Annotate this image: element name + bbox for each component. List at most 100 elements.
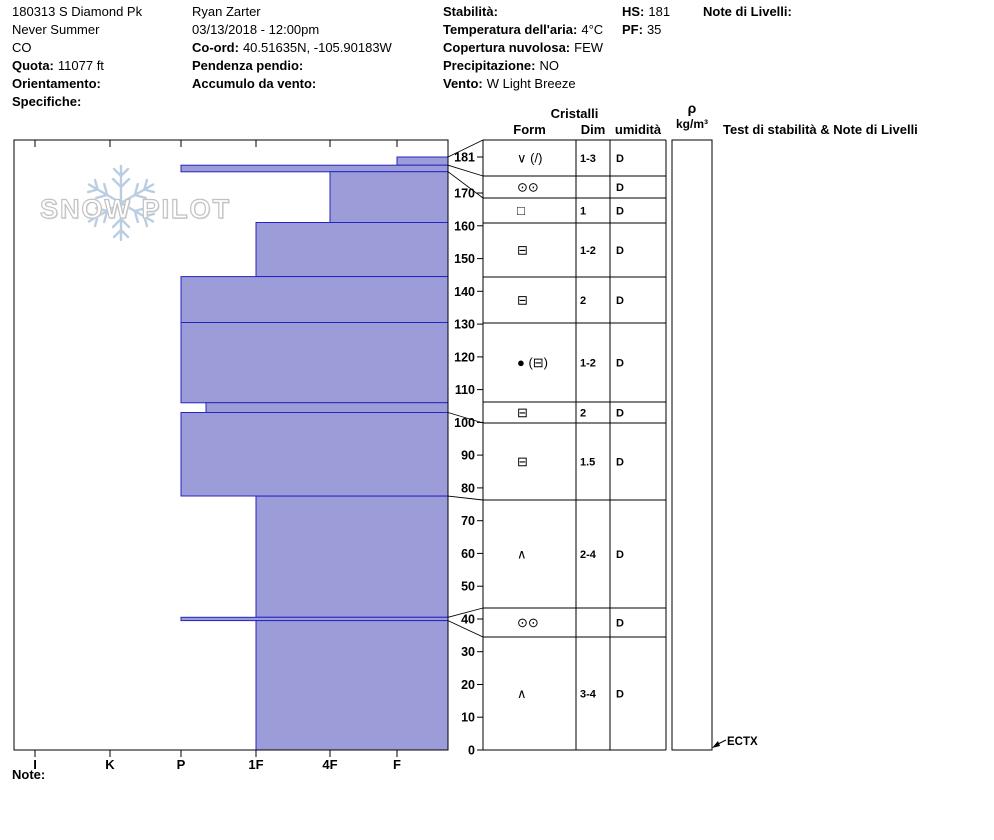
tests-column-header: Test di stabilità & Note di Livelli <box>723 122 918 137</box>
depth-axis-label: 0 <box>468 744 475 758</box>
depth-axis-label: 110 <box>455 383 475 397</box>
grain-form-symbol: ⊙⊙ <box>517 615 539 630</box>
layer-bar <box>255 495 449 618</box>
depth-axis-label: 181 <box>454 151 475 165</box>
density-units-header: kg/m³ <box>675 117 708 131</box>
layer-bar <box>180 322 449 404</box>
moisture: D <box>616 245 624 257</box>
grain-size: 1-2 <box>580 358 596 370</box>
humidity-column-header: umidità <box>614 122 662 137</box>
hardness-axis-label: I <box>33 757 37 772</box>
depth-axis-label: 60 <box>461 547 475 561</box>
site-name: 180313 S Diamond Pk <box>12 4 143 19</box>
layer-bar <box>255 222 449 278</box>
hardness-axis-label: K <box>105 757 115 772</box>
wind-loading-row: Accumulo da vento: <box>192 76 317 91</box>
coordinates-row: Co-ord: 40.51635N, -105.90183W <box>192 40 392 55</box>
sky-cover-row: Copertura nuvolosa: FEW <box>443 40 604 55</box>
elevation-row: Quota: 11077 ft <box>12 58 104 73</box>
grain-size: 2-4 <box>580 549 597 561</box>
density-symbol-header: ρ <box>687 100 697 116</box>
grain-size: 1-2 <box>580 245 596 257</box>
density-column <box>671 139 713 751</box>
moisture: D <box>616 408 624 420</box>
depth-axis-label: 50 <box>461 580 475 594</box>
site-state: CO <box>12 40 32 55</box>
depth-axis-label: 90 <box>461 449 475 463</box>
grain-form-symbol: ⊟ <box>517 405 528 420</box>
depth-axis-label: 100 <box>454 416 475 430</box>
grain-form-symbol: ⊟ <box>517 293 528 308</box>
grain-size: 1.5 <box>580 457 595 469</box>
layer-bar <box>180 276 449 324</box>
grain-size: 1-3 <box>580 153 596 165</box>
moisture: D <box>616 689 624 701</box>
depth-axis-label: 160 <box>454 219 475 233</box>
leader-line <box>447 412 484 424</box>
depth-axis-label: 120 <box>454 350 475 364</box>
hardness-axis-label: F <box>393 757 401 772</box>
depth-axis-label: 170 <box>454 187 475 201</box>
depth-axis-label: 130 <box>454 318 475 332</box>
moisture: D <box>616 206 624 218</box>
leader-line <box>447 495 484 501</box>
layer-bar <box>180 412 449 497</box>
leader-line <box>447 139 484 158</box>
grain-form-symbol: ∨ (/) <box>517 151 542 166</box>
hardness-axis-label: P <box>177 757 186 772</box>
stability-test-label: ECTX <box>727 736 758 748</box>
layer-bar <box>255 620 449 751</box>
grain-form-symbol: ⊟ <box>517 243 528 258</box>
moisture: D <box>616 295 624 307</box>
snowpilot-watermark: SNOW PILOT <box>38 158 268 246</box>
grain-size: 1 <box>580 206 586 218</box>
grain-form-symbol: ● (⊟) <box>517 355 548 370</box>
aspect-row: Orientamento: <box>12 76 101 91</box>
precip-row: Precipitazione: NO <box>443 58 559 73</box>
depth-axis-label: 70 <box>461 514 475 528</box>
layer-bar <box>205 402 449 414</box>
wind-row: Vento: W Light Breeze <box>443 76 576 91</box>
moisture: D <box>616 153 624 165</box>
moisture: D <box>616 457 624 469</box>
snowflake-icon <box>83 164 159 242</box>
leader-line <box>447 171 484 199</box>
observation-datetime: 03/13/2018 - 12:00pm <box>192 22 320 37</box>
grain-size: 3-4 <box>580 689 597 701</box>
layer-notes-header: Note di Livelli: <box>703 4 792 19</box>
hs-row: HS: 181 <box>622 4 671 19</box>
grain-form-symbol: □ <box>517 203 525 218</box>
slope-angle-row: Pendenza pendio: <box>192 58 304 73</box>
leader-line <box>447 164 484 177</box>
depth-axis-label: 150 <box>454 252 475 266</box>
depth-axis-label: 40 <box>461 613 475 627</box>
grain-size: 2 <box>580 295 586 307</box>
leader-line <box>447 620 484 638</box>
moisture: D <box>616 358 624 370</box>
form-column-header: Form <box>513 122 546 137</box>
grain-form-symbol: ⊙⊙ <box>517 180 539 195</box>
hardness-axis-label: 4F <box>322 757 337 772</box>
depth-axis-label: 140 <box>454 285 475 299</box>
layer-bar <box>180 164 449 173</box>
air-temp-row: Temperatura dell'aria: 4°C <box>443 22 604 37</box>
dim-column-header: Dim <box>580 122 606 137</box>
grain-size: 2 <box>580 408 586 420</box>
layer-bar <box>329 171 449 223</box>
depth-axis-label: 30 <box>461 645 475 659</box>
cristalli-header: Cristalli <box>550 106 599 121</box>
watermark-text: SNOW PILOT <box>39 193 231 224</box>
test-arrow-head <box>712 741 720 748</box>
site-notes-row: Specifiche: <box>12 94 82 109</box>
grain-form-symbol: ∧ <box>517 686 527 701</box>
depth-axis-label: 10 <box>461 711 475 725</box>
depth-axis-label: 80 <box>461 481 475 495</box>
note-footer-label: Note: <box>12 767 46 782</box>
moisture: D <box>616 618 624 630</box>
grain-form-symbol: ⊟ <box>517 454 528 469</box>
observer-name: Ryan Zarter <box>192 4 261 19</box>
pf-row: PF: 35 <box>622 22 662 37</box>
leader-line <box>447 607 484 618</box>
